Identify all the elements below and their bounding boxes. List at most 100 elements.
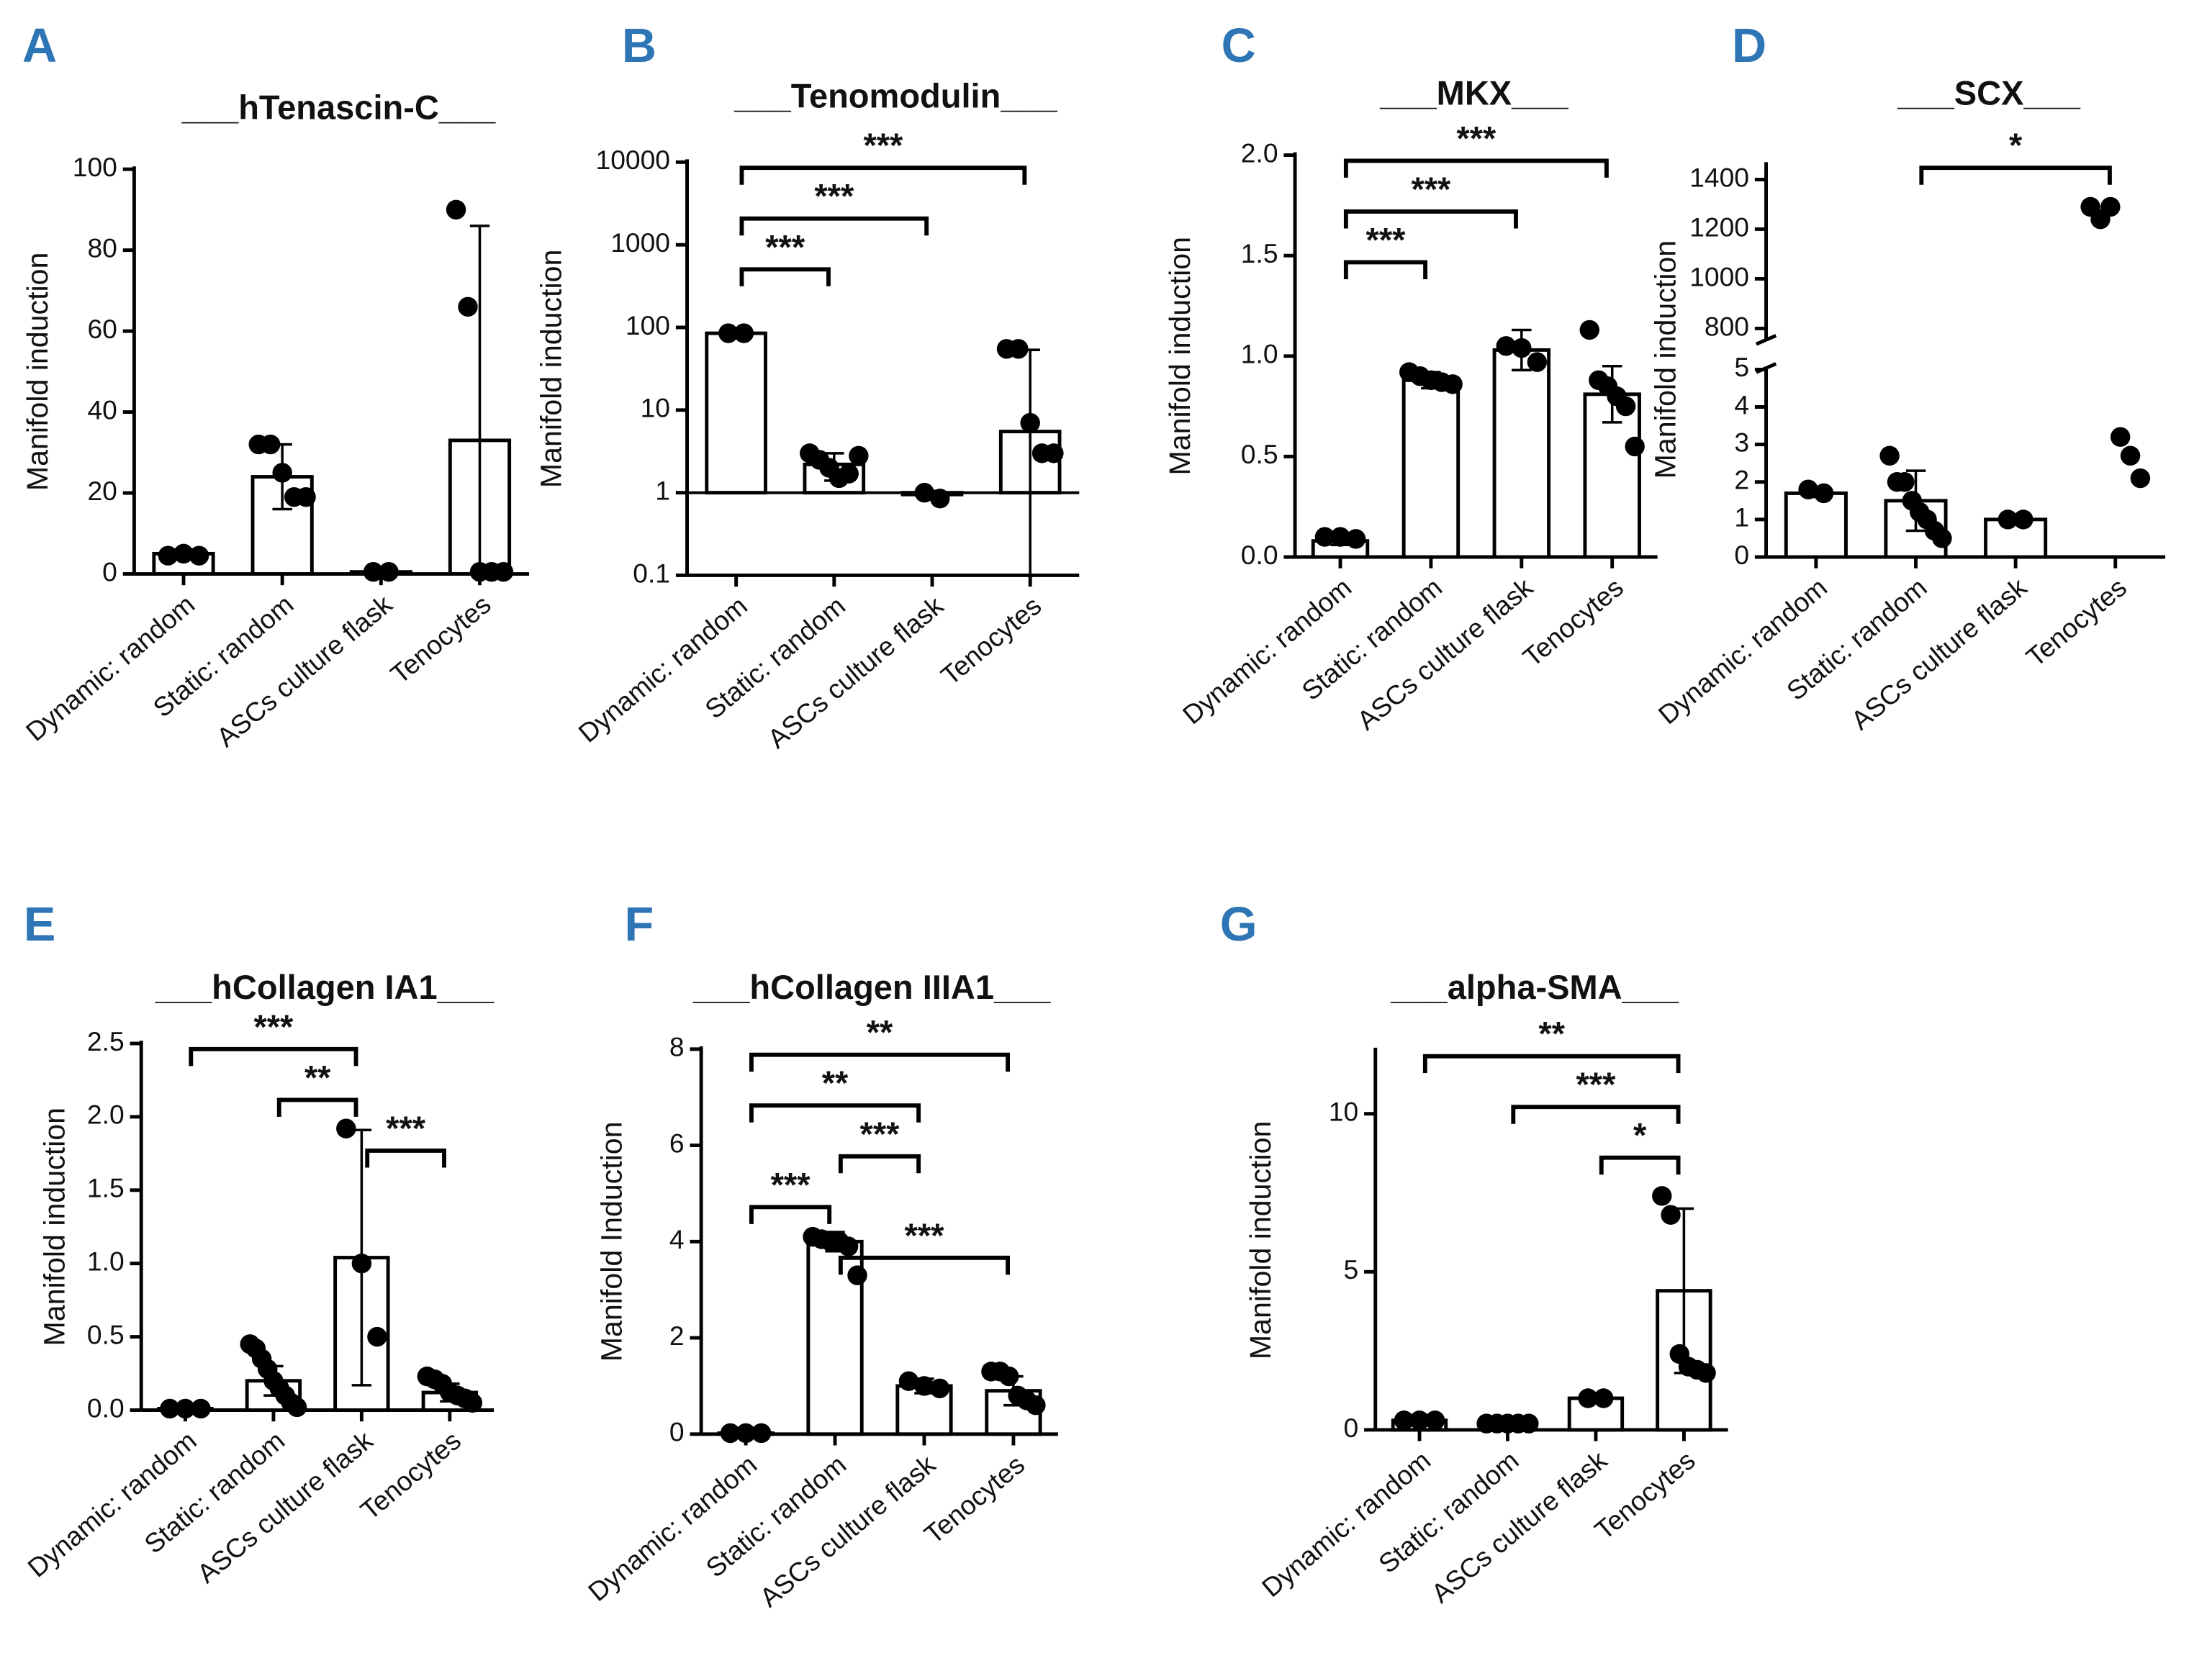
y-tick-label: 40 — [87, 394, 117, 425]
y-tick-label: 2 — [1734, 465, 1749, 495]
data-point — [260, 434, 281, 455]
data-point — [336, 1118, 356, 1138]
data-point — [1997, 510, 2018, 530]
chart-title: ___MKX___ — [1379, 74, 1568, 112]
data-point — [1932, 528, 1952, 548]
bar — [1492, 348, 1551, 559]
data-point — [898, 1371, 919, 1391]
data-point — [1020, 412, 1040, 433]
data-point — [849, 445, 869, 466]
x-tick-label: Tenocytes — [2021, 572, 2132, 673]
significance-label: *** — [253, 1007, 294, 1046]
chart-title: ___hCollagen IIIA1___ — [692, 968, 1051, 1006]
significance-label: *** — [386, 1109, 426, 1147]
significance-bracket — [1343, 209, 1518, 229]
data-point — [1895, 472, 1915, 492]
panel-letter: B — [622, 19, 656, 73]
significance-label: *** — [1576, 1065, 1616, 1103]
data-point — [160, 1398, 180, 1419]
data-point — [296, 486, 316, 507]
data-point — [446, 199, 466, 220]
x-tick-label: Dynamic: random — [582, 1449, 762, 1607]
y-tick-label: 0.0 — [87, 1392, 125, 1423]
data-point — [733, 323, 754, 343]
y-tick-label: 1.0 — [1241, 339, 1278, 369]
significance-bracket — [189, 1046, 358, 1067]
axis-break — [1755, 334, 1777, 346]
significance-bracket — [1422, 1054, 1681, 1074]
y-tick-label: 0 — [1344, 1413, 1359, 1443]
y-tick-label: 5 — [1344, 1254, 1359, 1285]
significance-bracket — [739, 166, 1027, 185]
data-point — [1345, 529, 1366, 549]
chart-title: ___hTenascin-C___ — [181, 88, 496, 126]
y-tick-label: 10 — [641, 393, 670, 423]
data-point — [1615, 396, 1636, 417]
significance-label: ** — [304, 1058, 331, 1096]
significance-label: *** — [863, 126, 903, 164]
x-tick-label: Dynamic: random — [20, 589, 200, 747]
significance-label: * — [1633, 1116, 1647, 1154]
data-point — [998, 1366, 1019, 1387]
data-point — [1798, 479, 1818, 499]
data-point — [1579, 320, 1599, 340]
data-point — [718, 323, 739, 343]
significance-label: * — [2009, 126, 2023, 164]
data-point — [736, 1423, 756, 1444]
data-point — [1578, 1388, 1598, 1408]
significance-label: ** — [1538, 1015, 1565, 1053]
significance-bracket — [1511, 1105, 1681, 1124]
data-point — [838, 1236, 859, 1256]
chart-title: ___hCollagen IA1___ — [155, 968, 495, 1006]
significance-bracket — [365, 1149, 446, 1168]
x-tick-label: Tenocytes — [384, 589, 496, 689]
data-point — [1044, 443, 1064, 463]
y-tick-label: 1200 — [1689, 212, 1749, 242]
significance-bracket — [749, 1052, 1011, 1072]
x-tick-label: Dynamic: random — [1177, 572, 1357, 730]
data-point — [1496, 336, 1516, 356]
data-point — [929, 1378, 950, 1398]
data-point — [1527, 352, 1548, 372]
significance-bracket — [749, 1103, 921, 1123]
significance-label: *** — [905, 1216, 945, 1254]
y-tick-label: 100 — [73, 152, 117, 182]
x-tick-label: ASCs culture flask — [762, 590, 949, 754]
y-tick-label: 6 — [669, 1128, 685, 1158]
y-tick-label: 2.0 — [1241, 137, 1278, 168]
data-point — [2110, 427, 2131, 447]
data-point — [751, 1423, 772, 1444]
data-point — [191, 1398, 211, 1419]
x-tick-label: Dynamic: random — [572, 590, 752, 748]
bar — [1401, 378, 1461, 559]
significance-bracket — [749, 1205, 832, 1224]
data-point — [367, 1326, 387, 1347]
data-point — [462, 1392, 483, 1413]
significance-label: ** — [867, 1013, 893, 1051]
axis-break — [1755, 362, 1777, 374]
significance-label: *** — [860, 1115, 900, 1153]
data-point — [2130, 468, 2151, 489]
y-tick-label: 0.5 — [87, 1319, 125, 1349]
data-point — [930, 489, 950, 509]
y-axis-label: Manifold Induction — [595, 1121, 628, 1362]
data-point — [175, 1398, 196, 1419]
data-point — [847, 1265, 867, 1285]
significance-bracket — [838, 1154, 921, 1174]
significance-bracket — [276, 1097, 358, 1117]
data-point — [1661, 1205, 1681, 1225]
y-tick-label: 60 — [87, 314, 117, 344]
data-point — [720, 1423, 741, 1444]
data-point — [1696, 1363, 1716, 1383]
data-point — [1314, 527, 1335, 547]
y-tick-label: 8 — [669, 1032, 685, 1062]
y-tick-label: 10000 — [596, 145, 671, 175]
y-tick-label: 1.5 — [87, 1173, 125, 1203]
significance-label: *** — [765, 227, 805, 266]
x-tick-label: Tenocytes — [918, 1449, 1030, 1549]
x-tick-label: Dynamic: random — [1653, 572, 1833, 730]
data-point — [1813, 483, 1834, 504]
significance-label: *** — [1366, 220, 1407, 258]
data-point — [1593, 1388, 1614, 1408]
y-tick-label: 2.0 — [87, 1100, 125, 1130]
